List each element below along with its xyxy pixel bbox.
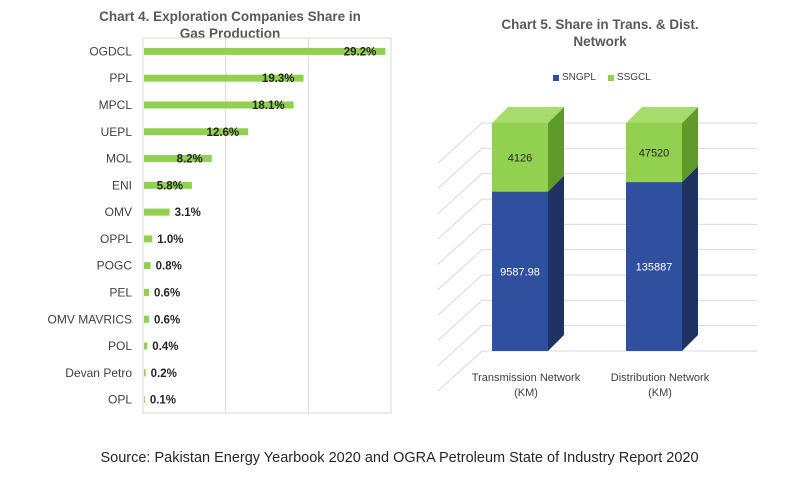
chart4-data-label: 29.2%: [344, 46, 377, 58]
chart4-data-label: 12.6%: [207, 127, 240, 139]
chart5-side-gridline: [437, 173, 483, 215]
chart4-data-label: 5.8%: [157, 180, 183, 192]
chart5-side-gridline: [437, 325, 483, 367]
chart4-bar: [144, 47, 386, 55]
chart5-category-label: Transmission Network: [472, 372, 581, 384]
chart4-data-label: 0.1%: [150, 395, 176, 407]
chart4-category-label: OGDCL: [89, 44, 132, 58]
chart4-category-label: Devan Petro: [65, 366, 132, 380]
chart4-data-label: 0.6%: [154, 314, 180, 326]
chart4-category-label: OMV MAVRICS: [48, 312, 132, 326]
chart5-bar-sngpl: [492, 191, 548, 351]
chart4-plot: OGDCL 29.2% PPL 19.3% MPCL 18.1% UEPL 12.6% MOL 8…: [48, 37, 392, 414]
chart4-bar: [144, 235, 153, 243]
chart4-data-label: 0.2%: [151, 368, 177, 380]
chart5-bar-sngpl: [626, 182, 682, 351]
chart4-category-label: MOL: [106, 152, 132, 166]
chart5-bar-ssgcl-side: [548, 107, 564, 192]
chart4-category-label: UEPL: [101, 125, 133, 139]
legend-swatch-sngpl: [553, 74, 559, 81]
chart4-bar: [144, 101, 294, 109]
chart4-bar: [144, 155, 212, 163]
chart5-side-gridline: [437, 249, 483, 291]
chart5-bar-sngpl-side: [682, 166, 698, 351]
chart4-bar: [144, 128, 249, 136]
chart4-bar: [144, 181, 192, 189]
chart4-category-label: OPPL: [100, 232, 132, 246]
chart5-title: Chart 5. Share in Trans. & Dist. Network: [501, 17, 699, 49]
chart5-side-gridline: [437, 147, 483, 189]
chart4-category-label: MPCL: [99, 98, 133, 112]
chart4-bar: [144, 342, 148, 350]
chart5-side-gridline: [437, 198, 483, 240]
chart4-data-label: 0.4%: [152, 341, 178, 353]
chart5-bar-top: [626, 107, 698, 123]
chart5-bar-ssgcl: [626, 123, 682, 183]
chart4-bar: [144, 262, 151, 270]
chart4-data-label: 1.0%: [157, 234, 183, 246]
chart5-bar-top: [492, 107, 564, 123]
chart4-data-label: 19.3%: [262, 73, 295, 85]
chart5-bar-sngpl-side: [548, 175, 564, 351]
chart4-bar: [144, 74, 304, 82]
source-note: Source: Pakistan Energy Yearbook 2020 an…: [100, 450, 699, 466]
chart5-data-label-sngpl: 9587.98: [500, 266, 540, 278]
chart5-legend: SNGPL SSGCL: [553, 72, 651, 83]
chart4-category-label: PEL: [109, 285, 132, 299]
chart5-plot: 9587.98 4126 Transmission Network (KM) 13588…: [437, 107, 757, 399]
chart4-data-label: 0.6%: [154, 287, 180, 299]
chart4-bar: [144, 369, 146, 377]
chart5-side-gridline: [437, 299, 483, 341]
chart5-data-label-ssgcl: 47520: [639, 148, 670, 160]
chart4-data-label: 3.1%: [175, 207, 201, 219]
chart4-category-label: PPL: [109, 71, 132, 85]
chart5-side-gridline: [437, 350, 483, 392]
legend-label-ssgcl: SSGCL: [616, 72, 651, 83]
legend-item-sngpl: SNGPL: [553, 72, 596, 83]
chart5-bar-ssgcl: [492, 123, 548, 192]
chart5-data-label-sngpl: 135887: [636, 262, 673, 274]
chart4-category-label: OMV: [105, 205, 132, 219]
chart4-bar: [144, 208, 170, 216]
chart5-side-gridline: [437, 274, 483, 316]
chart4-category-label: OPL: [108, 393, 132, 407]
legend-label-sngpl: SNGPL: [562, 72, 596, 83]
chart4-category-label: POGC: [97, 259, 133, 273]
chart4-data-label: 18.1%: [252, 100, 285, 112]
chart4-bar: [144, 288, 149, 296]
chart5-side-gridline: [437, 223, 483, 265]
chart4-title: Chart 4. Exploration Companies Share in …: [99, 9, 361, 41]
chart4-frame: [142, 37, 392, 414]
chart4-category-label: POL: [108, 339, 132, 353]
chart5-category-label-unit: (KM): [514, 387, 538, 399]
chart4-category-label: ENI: [112, 178, 132, 192]
chart4-bar: [144, 315, 149, 323]
chart4-data-label: 0.8%: [156, 261, 182, 273]
chart5-category-label: Distribution Network: [611, 372, 710, 384]
chart4-bar: [144, 396, 145, 404]
chart5-data-label-ssgcl: 4126: [508, 152, 532, 164]
legend-item-ssgcl: SSGCL: [607, 72, 651, 83]
chart5-category-label-unit: (KM): [648, 387, 672, 399]
chart5-bar-ssgcl-side: [682, 107, 698, 183]
chart4-data-label: 8.2%: [177, 154, 203, 166]
chart5-side-gridline: [437, 122, 483, 164]
legend-swatch-ssgcl: [607, 74, 614, 81]
